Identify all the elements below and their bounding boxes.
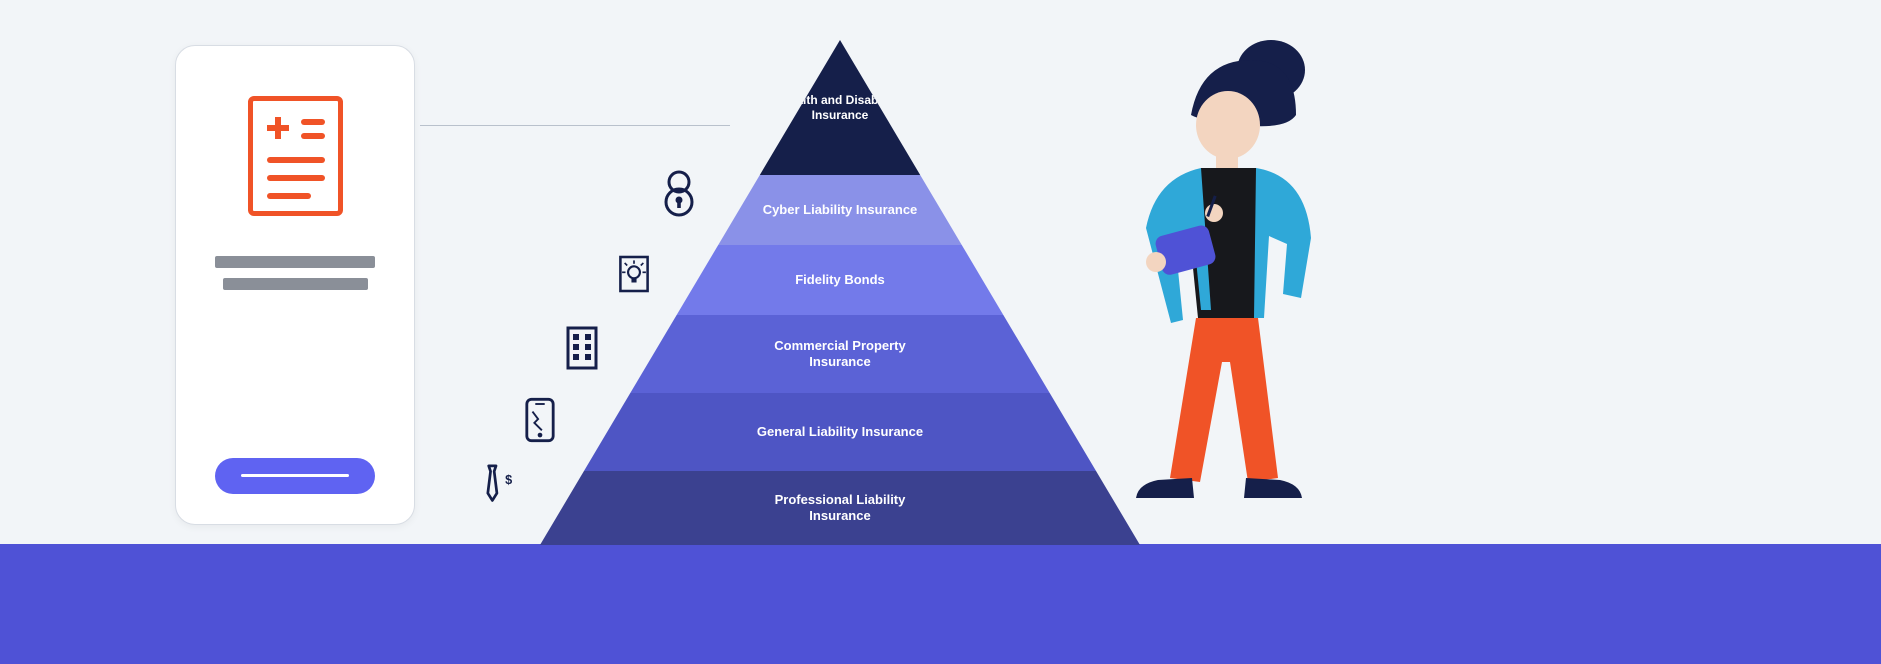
phone-button (215, 458, 375, 494)
svg-text:$: $ (505, 472, 512, 487)
pyramid-tier-label: Health and Disability Insurance (755, 93, 925, 123)
idea-icon (613, 250, 655, 298)
placeholder-bar (223, 278, 368, 290)
pyramid-tier: Cyber Liability Insurance (540, 175, 1140, 245)
pyramid-tier: General Liability Insurance (540, 393, 1140, 471)
ground-bar (0, 544, 1881, 664)
pyramid-tier-label: Professional Liability Insurance (755, 492, 925, 525)
tie-icon: $ (474, 460, 518, 510)
pyramid-tier-label: Fidelity Bonds (795, 272, 885, 288)
pyramid-tier: Commercial Property Insurance (540, 315, 1140, 393)
pyramid-tier-label: General Liability Insurance (757, 424, 923, 440)
lock-icon (658, 170, 700, 218)
placeholder-bar (215, 256, 375, 268)
pyramid-tier: Health and Disability Insurance (540, 40, 1140, 175)
person-illustration (1096, 30, 1376, 565)
building-icon (558, 320, 606, 374)
pyramid-tier-label: Cyber Liability Insurance (763, 202, 918, 218)
pyramid-tier: Professional Liability Insurance (540, 471, 1140, 545)
phone-card (175, 45, 415, 525)
phone-icon (518, 395, 562, 445)
medical-document-icon (248, 96, 343, 216)
pyramid-tier-label: Commercial Property Insurance (755, 338, 925, 371)
